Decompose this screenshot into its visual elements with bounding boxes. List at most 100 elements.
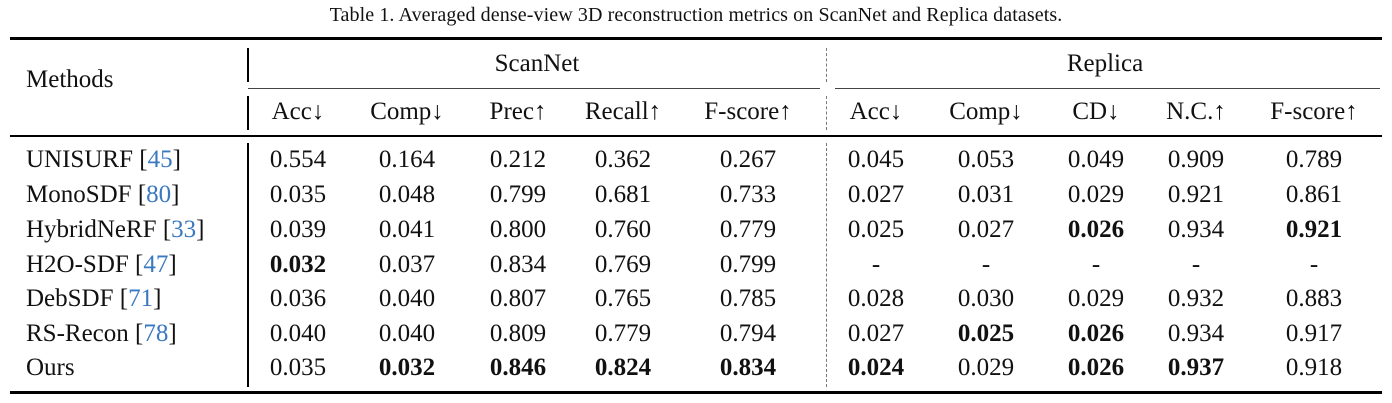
- metric-cell: 0.921: [1167, 181, 1225, 208]
- metric-cell: 0.027: [957, 216, 1015, 243]
- metric-cell: 0.799: [719, 251, 777, 278]
- citation-link[interactable]: 45: [147, 146, 173, 173]
- metric-cell: 0.026: [1067, 320, 1125, 347]
- methods-divider: [247, 143, 249, 387]
- metric-cell: 0.037: [378, 251, 436, 278]
- method-label: Ours: [26, 354, 75, 381]
- metric-cell: 0.932: [1167, 285, 1225, 312]
- method-name: Ours: [26, 353, 75, 383]
- metric-cell: 0.681: [594, 181, 652, 208]
- replica-fscore-header: F-score↑: [1270, 98, 1358, 125]
- replica-nc-header: N.C.↑: [1166, 98, 1226, 125]
- citation-link[interactable]: 47: [143, 251, 169, 278]
- scannet-acc-header: Acc↓: [271, 98, 325, 125]
- metric-cell: 0.789: [1285, 146, 1343, 173]
- scannet-prec-header: Prec↑: [489, 98, 547, 125]
- metric-cell: 0.362: [594, 146, 652, 173]
- metric-cell: 0.785: [719, 285, 777, 312]
- replica-group-rule: [835, 88, 1380, 89]
- metric-cell: 0.883: [1285, 285, 1343, 312]
- metric-cell: 0.267: [719, 146, 777, 173]
- metric-cell: 0.861: [1285, 181, 1343, 208]
- metric-cell: 0.800: [489, 216, 547, 243]
- method-label: DebSDF: [26, 285, 114, 312]
- citation-link[interactable]: 80: [146, 181, 172, 208]
- method-name: MonoSDF [80]: [26, 181, 180, 208]
- metric-cell: 0.035: [269, 181, 327, 208]
- metric-cell: 0.041: [378, 216, 436, 243]
- scannet-header: ScanNet: [494, 50, 580, 77]
- metric-cell: 0.921: [1285, 216, 1343, 243]
- metric-cell: 0.025: [847, 216, 905, 243]
- metric-cell: 0.026: [1067, 354, 1125, 381]
- scannet-fscore-header: F-score↑: [704, 98, 792, 125]
- metric-cell: 0.025: [957, 320, 1015, 347]
- metric-cell: 0.035: [269, 354, 327, 381]
- method-label: MonoSDF: [26, 181, 132, 208]
- methods-divider: [247, 96, 249, 130]
- metric-cell: 0.027: [847, 320, 905, 347]
- metric-cell: 0.846: [489, 354, 547, 381]
- metric-cell: 0.040: [269, 320, 327, 347]
- metric-cell: 0.824: [594, 354, 652, 381]
- metric-cell: 0.917: [1285, 320, 1343, 347]
- citation-link[interactable]: 71: [128, 285, 154, 312]
- dataset-divider: [826, 96, 827, 130]
- metric-cell: 0.030: [957, 285, 1015, 312]
- metric-cell: 0.024: [847, 354, 905, 381]
- metric-cell: 0.029: [1067, 285, 1125, 312]
- metric-cell: 0.834: [719, 354, 777, 381]
- method-label: H2O-SDF: [26, 251, 129, 278]
- method-label: HybridNeRF: [26, 216, 157, 243]
- metric-cell: 0.769: [594, 251, 652, 278]
- metric-cell: 0.032: [378, 354, 436, 381]
- metric-cell: 0.934: [1167, 216, 1225, 243]
- metric-cell: -: [1191, 251, 1201, 278]
- citation-link[interactable]: 78: [143, 320, 169, 347]
- metric-cell: 0.554: [269, 146, 327, 173]
- method-name: UNISURF [45]: [26, 146, 181, 173]
- metric-cell: 0.040: [378, 285, 436, 312]
- scannet-comp-header: Comp↓: [370, 98, 444, 125]
- method-name: DebSDF [71]: [26, 285, 162, 312]
- metric-cell: 0.049: [1067, 146, 1125, 173]
- method-name: H2O-SDF [47]: [26, 251, 177, 278]
- metric-cell: 0.807: [489, 285, 547, 312]
- method-name: HybridNeRF [33]: [26, 216, 205, 243]
- replica-header: Replica: [1066, 50, 1144, 77]
- metric-cell: 0.032: [269, 251, 327, 278]
- citation-link[interactable]: 33: [171, 216, 197, 243]
- scannet-recall-header: Recall↑: [584, 98, 662, 125]
- dataset-divider: [826, 48, 827, 82]
- metric-cell: 0.733: [719, 181, 777, 208]
- metric-cell: 0.937: [1167, 354, 1225, 381]
- dataset-divider: [826, 143, 827, 387]
- metric-cell: 0.053: [957, 146, 1015, 173]
- metric-cell: 0.909: [1167, 146, 1225, 173]
- methods-header: Methods: [26, 66, 114, 93]
- replica-acc-header: Acc↓: [849, 98, 903, 125]
- methods-divider: [247, 48, 249, 82]
- metric-cell: 0.765: [594, 285, 652, 312]
- method-label: UNISURF: [26, 146, 133, 173]
- metric-cell: 0.809: [489, 320, 547, 347]
- replica-cd-header: CD↓: [1072, 98, 1120, 125]
- metric-cell: -: [1091, 251, 1101, 278]
- metric-cell: 0.026: [1067, 216, 1125, 243]
- metric-cell: 0.834: [489, 251, 547, 278]
- metric-cell: 0.760: [594, 216, 652, 243]
- metric-cell: -: [871, 251, 881, 278]
- metric-cell: -: [1309, 251, 1319, 278]
- metric-cell: 0.212: [489, 146, 547, 173]
- metric-cell: 0.779: [719, 216, 777, 243]
- metric-cell: 0.794: [719, 320, 777, 347]
- header-rule: [10, 135, 1382, 137]
- metric-cell: 0.045: [847, 146, 905, 173]
- metric-cell: 0.036: [269, 285, 327, 312]
- metric-cell: 0.040: [378, 320, 436, 347]
- metric-cell: 0.918: [1285, 354, 1343, 381]
- top-rule: [10, 37, 1382, 40]
- bottom-rule: [10, 391, 1382, 394]
- metric-cell: 0.164: [378, 146, 436, 173]
- metric-cell: 0.027: [847, 181, 905, 208]
